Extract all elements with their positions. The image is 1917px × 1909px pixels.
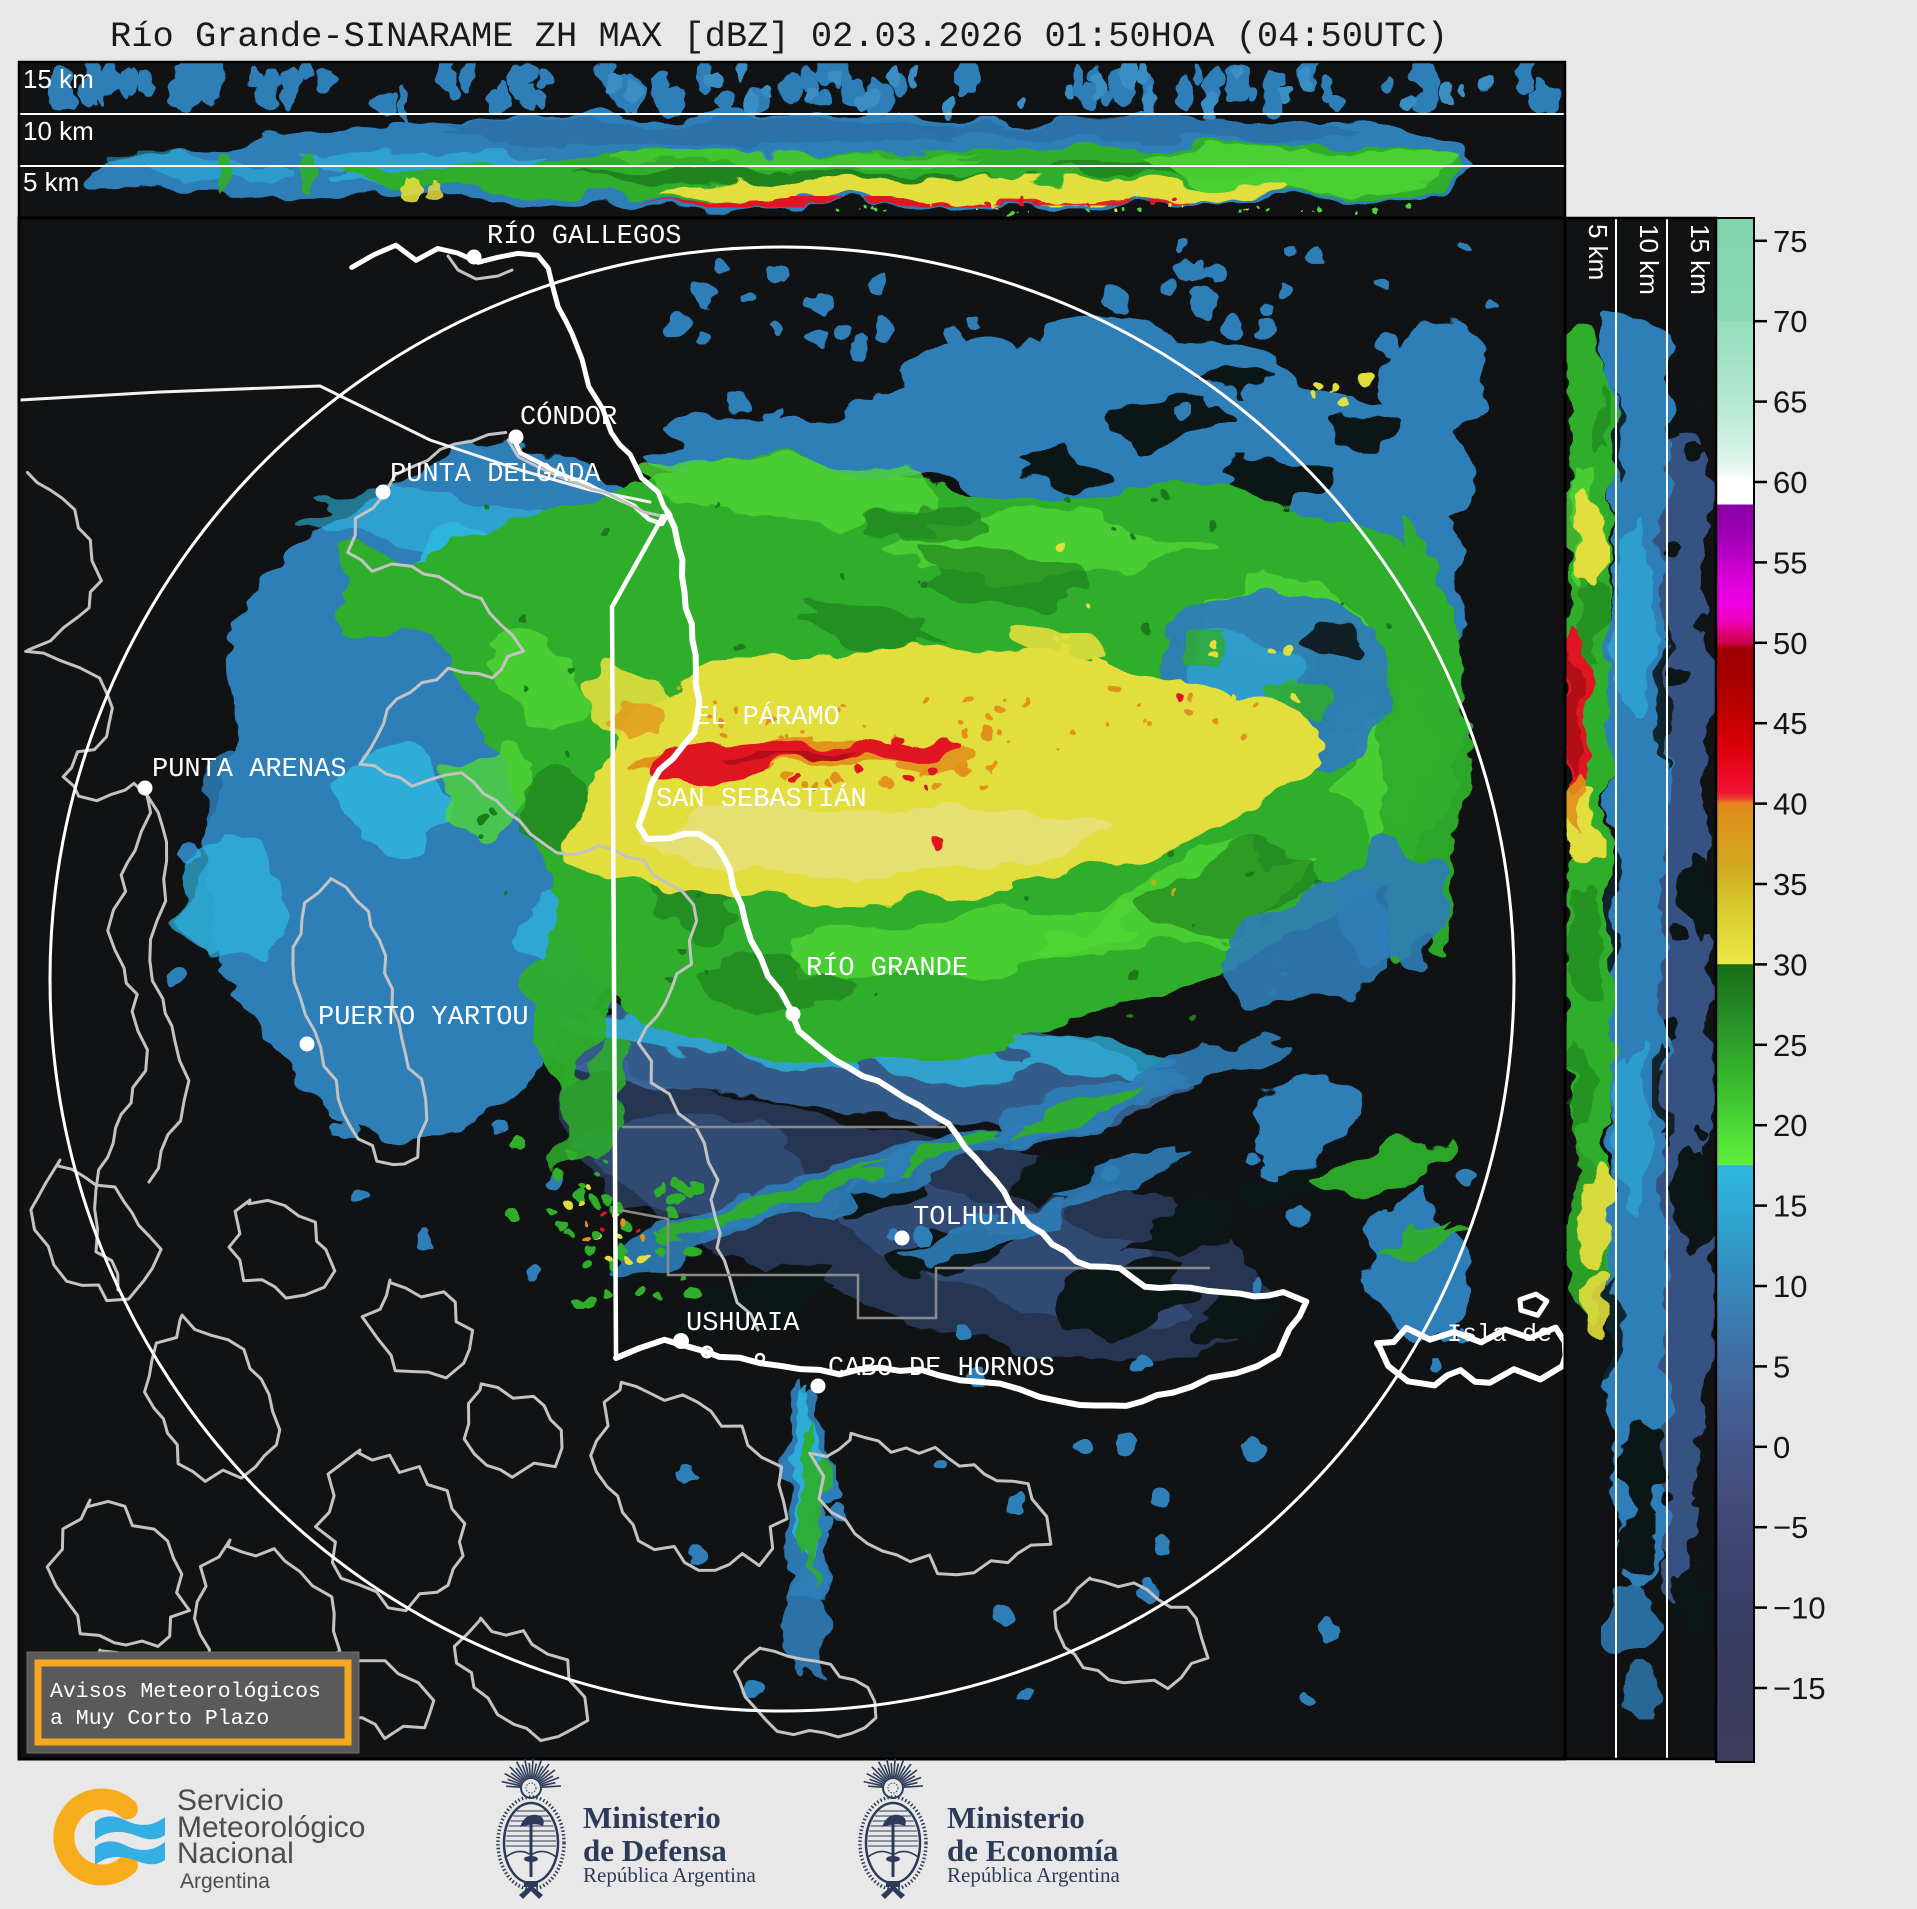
svg-text:Meteorológico: Meteorológico bbox=[177, 1811, 365, 1844]
svg-text:CABO DE HORNOS: CABO DE HORNOS bbox=[828, 1354, 1055, 1384]
svg-text:a Muy Corto Plazo: a Muy Corto Plazo bbox=[50, 1707, 269, 1731]
svg-text:60: 60 bbox=[1773, 465, 1807, 500]
svg-text:RÍO GALLEGOS: RÍO GALLEGOS bbox=[487, 220, 681, 252]
svg-text:TOLHUIN: TOLHUIN bbox=[913, 1203, 1026, 1233]
svg-text:de Economía: de Economía bbox=[947, 1833, 1119, 1868]
svg-text:25: 25 bbox=[1773, 1028, 1807, 1063]
svg-text:55: 55 bbox=[1773, 545, 1807, 580]
svg-text:RÍO GRANDE: RÍO GRANDE bbox=[806, 952, 968, 984]
svg-text:PUNTA ARENAS: PUNTA ARENAS bbox=[152, 755, 346, 785]
svg-text:Avisos Meteorológicos: Avisos Meteorológicos bbox=[50, 1680, 321, 1704]
svg-text:70: 70 bbox=[1773, 304, 1807, 339]
svg-text:−15: −15 bbox=[1773, 1671, 1826, 1706]
svg-text:75: 75 bbox=[1773, 224, 1807, 259]
svg-text:Ministerio: Ministerio bbox=[947, 1800, 1085, 1835]
svg-text:10 km: 10 km bbox=[1634, 224, 1664, 295]
svg-text:PUERTO YARTOU: PUERTO YARTOU bbox=[318, 1003, 529, 1033]
svg-text:Ministerio: Ministerio bbox=[583, 1800, 721, 1835]
svg-text:República Argentina: República Argentina bbox=[947, 1863, 1120, 1887]
svg-text:Argentina: Argentina bbox=[180, 1870, 270, 1893]
svg-text:10: 10 bbox=[1773, 1269, 1807, 1304]
svg-text:45: 45 bbox=[1773, 706, 1807, 741]
svg-text:−5: −5 bbox=[1773, 1510, 1808, 1545]
svg-text:20: 20 bbox=[1773, 1108, 1807, 1143]
svg-text:PUNTA DELGADA: PUNTA DELGADA bbox=[390, 460, 601, 490]
svg-text:USHUAIA: USHUAIA bbox=[686, 1309, 800, 1339]
svg-text:−10: −10 bbox=[1773, 1591, 1826, 1626]
svg-text:Río Grande-SINARAME ZH MAX [dB: Río Grande-SINARAME ZH MAX [dBZ] 02.03.2… bbox=[110, 17, 1448, 57]
svg-text:10 km: 10 km bbox=[23, 116, 94, 146]
svg-text:5: 5 bbox=[1773, 1349, 1790, 1384]
svg-text:5 km: 5 km bbox=[23, 167, 79, 197]
svg-text:Nacional: Nacional bbox=[177, 1837, 294, 1870]
svg-text:65: 65 bbox=[1773, 385, 1807, 420]
svg-text:República Argentina: República Argentina bbox=[583, 1863, 756, 1887]
svg-text:15 km: 15 km bbox=[1685, 224, 1715, 295]
svg-text:CÓNDOR: CÓNDOR bbox=[520, 400, 617, 433]
svg-text:15: 15 bbox=[1773, 1189, 1807, 1224]
svg-text:40: 40 bbox=[1773, 787, 1807, 822]
svg-text:Servicio: Servicio bbox=[177, 1784, 284, 1817]
svg-text:50: 50 bbox=[1773, 626, 1807, 661]
svg-text:35: 35 bbox=[1773, 867, 1807, 902]
svg-text:de Defensa: de Defensa bbox=[583, 1833, 727, 1868]
svg-text:SAN SEBASTIÁN: SAN SEBASTIÁN bbox=[656, 783, 867, 815]
svg-text:0: 0 bbox=[1773, 1430, 1790, 1465]
svg-text:EL PÁRAMO: EL PÁRAMO bbox=[694, 701, 840, 733]
svg-text:15 km: 15 km bbox=[23, 64, 94, 94]
svg-text:5 km: 5 km bbox=[1583, 224, 1613, 280]
svg-text:30: 30 bbox=[1773, 947, 1807, 982]
